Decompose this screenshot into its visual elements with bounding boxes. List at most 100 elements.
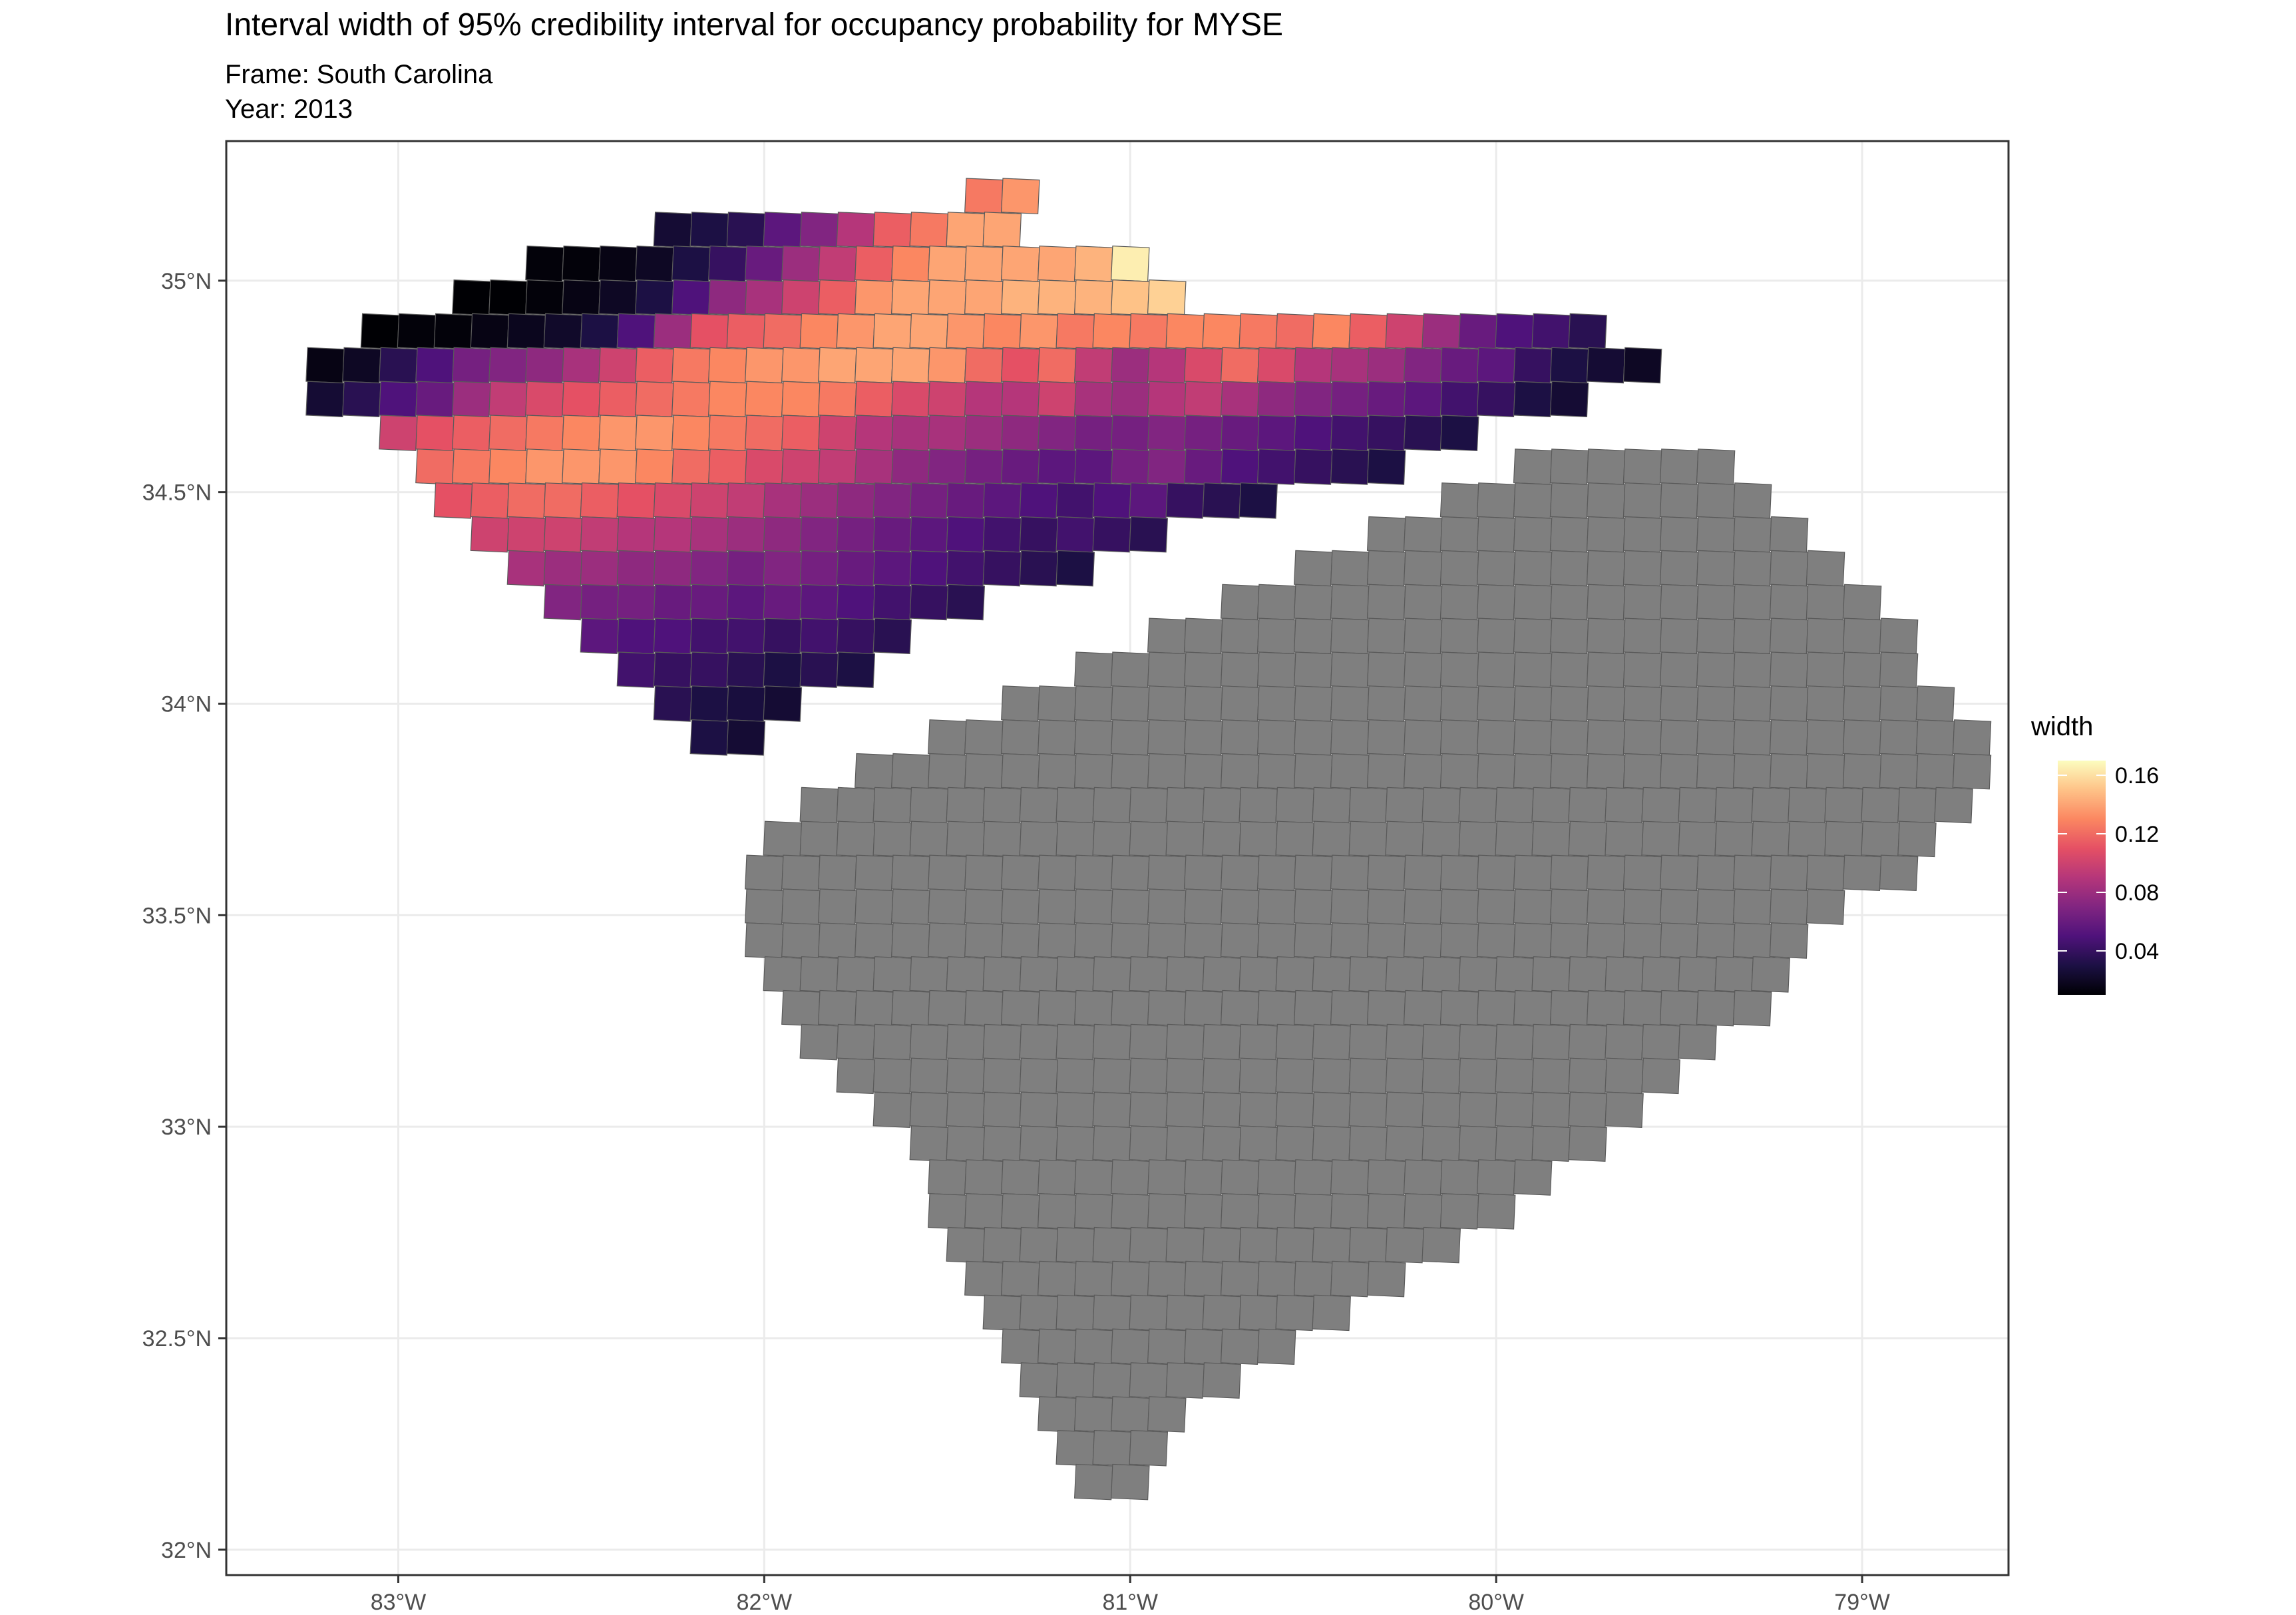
cell-missing [1623,753,1662,790]
cell-missing [1842,618,1882,655]
cell-value [1110,347,1150,384]
cell-value [580,584,620,621]
cell-missing [1037,922,1077,959]
cell-value [671,246,711,282]
cell-missing [1275,1057,1314,1095]
cell-missing [1623,685,1662,722]
cell-value [1055,550,1095,587]
cell-value [891,246,930,282]
cell-missing [891,854,930,892]
cell-value [836,584,876,621]
cell-value [653,212,693,248]
cell-value [671,449,711,485]
cell-missing [1879,618,1919,655]
cell-value [1001,178,1040,214]
cell-missing [1073,1328,1113,1365]
cell-value [1330,449,1370,485]
cell-missing [1256,651,1296,688]
cell-missing [1641,787,1680,824]
cell-missing [1037,888,1077,925]
cell-value [562,279,601,316]
cell-missing [1769,685,1809,722]
cell-missing [818,888,857,925]
cell-value [946,516,986,553]
cell-missing [1019,1226,1059,1264]
cell-value [525,449,564,485]
cell-value [726,651,766,688]
cell-missing [1202,1091,1241,1129]
cell-value [598,449,638,485]
cell-value [1220,449,1260,485]
cell-missing [1165,787,1205,824]
cell-value [726,550,766,587]
cell-missing [1439,753,1479,790]
cell-missing [745,854,784,892]
cell-missing [1183,618,1223,655]
x-tick-label: 83°W [371,1590,427,1615]
cell-missing [1092,1125,1132,1162]
cell-missing [1220,888,1260,925]
cell-missing [781,854,821,892]
cell-missing [1769,922,1809,959]
cell-missing [1403,989,1443,1027]
cell-missing [928,1159,967,1196]
cell-missing [1001,753,1040,790]
cell-missing [1293,651,1333,688]
cell-missing [1476,482,1516,519]
cell-missing [1110,1463,1150,1501]
cell-missing [1110,854,1150,892]
cell-value [488,381,528,418]
cell-value [562,246,601,282]
cell-missing [1659,482,1699,519]
cell-value [1220,347,1260,384]
cell-value [1073,449,1113,485]
cell-missing [1879,685,1919,722]
cell-value [982,313,1022,350]
cell-missing [964,888,1004,925]
cell-value [1001,246,1040,282]
cell-value [506,516,546,553]
cell-missing [982,1125,1022,1162]
cell-missing [1513,888,1553,925]
cell-missing [1806,888,1845,925]
cell-value [1019,313,1059,350]
year-label: Year: 2013 [225,94,353,124]
cell-value [1256,449,1296,485]
cell-value [653,550,693,587]
cell-value [781,246,821,282]
cell-missing [1293,550,1333,587]
cell-missing [1256,1193,1296,1230]
cell-missing [1513,584,1553,621]
cell-missing [1458,1125,1497,1162]
cell-missing [1330,1193,1370,1230]
cell-value [1239,482,1278,519]
colorbar-tick-label: 0.16 [2115,763,2159,789]
cell-missing [909,1125,949,1162]
cell-missing [1037,1193,1077,1230]
cell-missing [1696,516,1736,553]
cell-value [1293,449,1333,485]
cell-missing [1312,820,1351,858]
cell-missing [1366,651,1406,688]
cell-missing [1239,1057,1278,1095]
cell-missing [1751,787,1790,824]
cell-missing [1366,1159,1406,1196]
cell-missing [1293,584,1333,621]
cell-missing [1586,584,1626,621]
cell-value [763,584,803,621]
cell-value [525,381,564,418]
cell-missing [1476,922,1516,959]
cell-missing [1330,854,1370,892]
cell-missing [745,922,784,959]
cell-value [1147,347,1187,384]
cell-value [653,685,693,722]
cell-missing [1549,516,1589,553]
cell-missing [1952,719,1992,756]
cell-value [1366,347,1406,384]
cell-value [818,279,857,316]
cell-missing [1678,820,1717,858]
cell-value [763,212,803,248]
cell-missing [799,820,839,858]
cell-value [872,212,912,248]
